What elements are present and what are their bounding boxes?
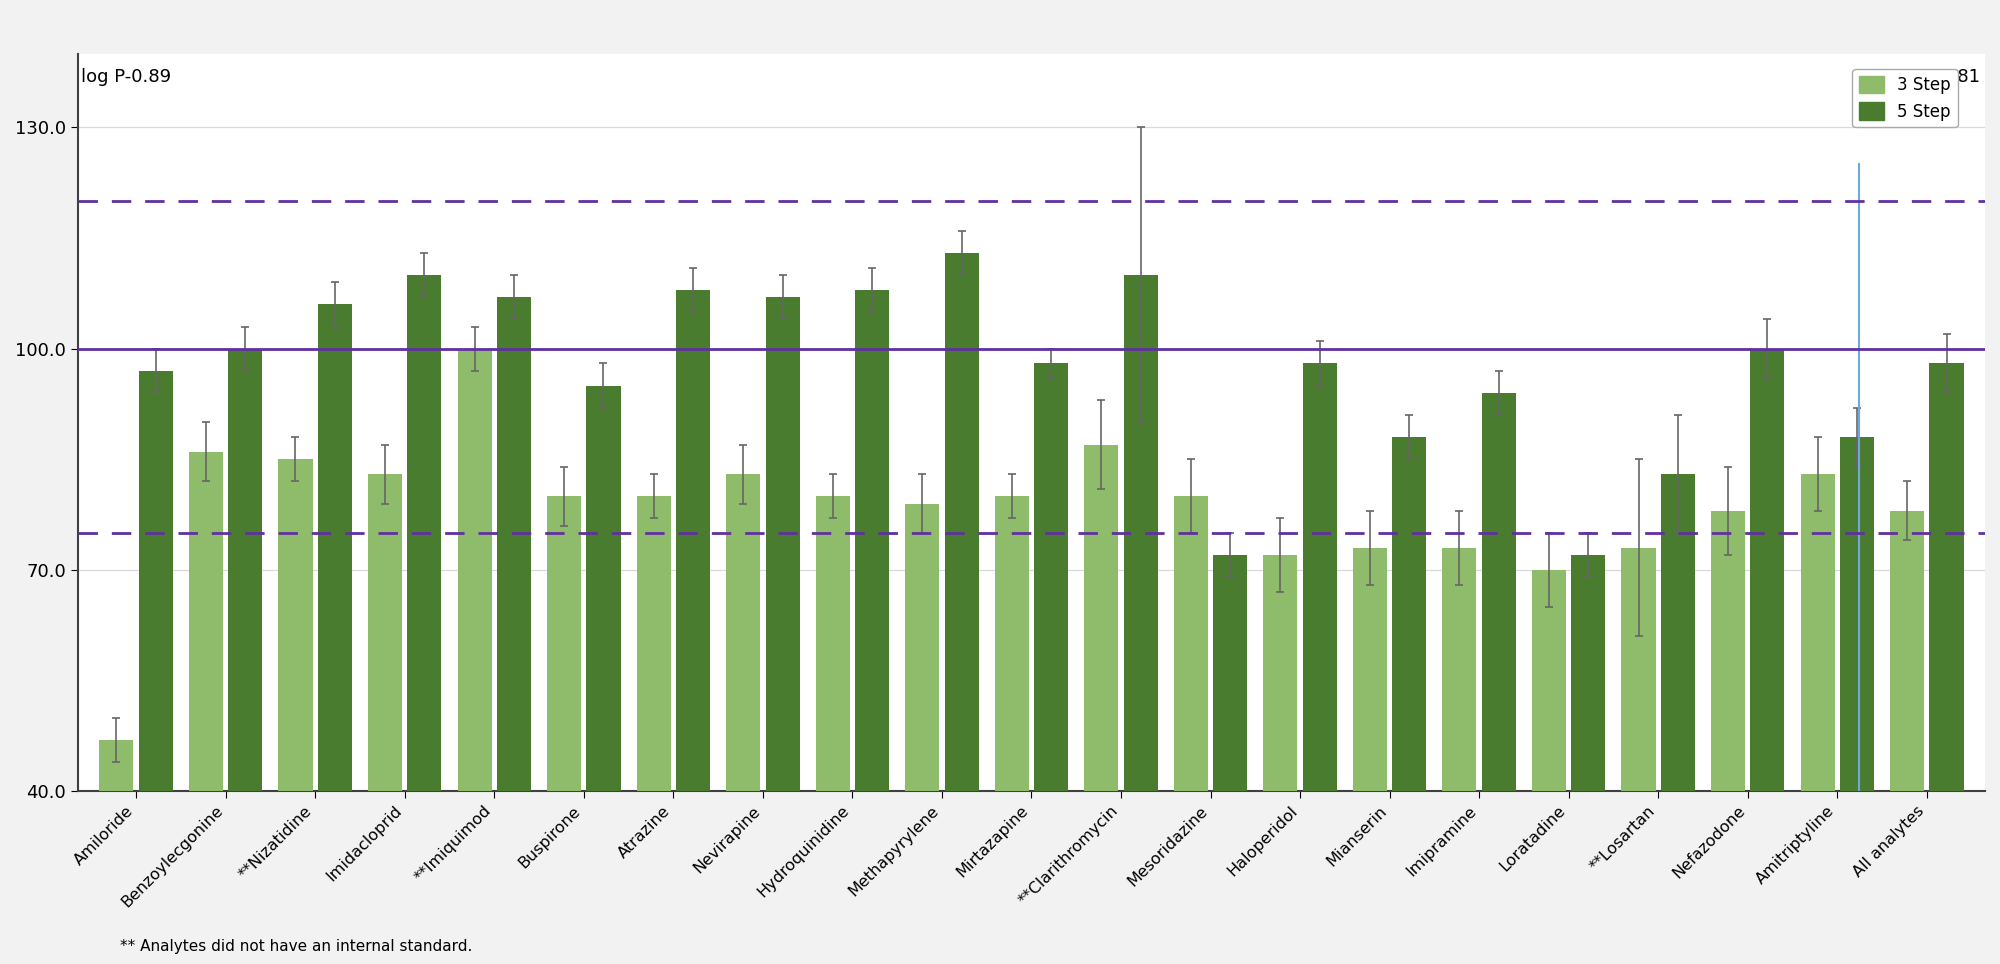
Bar [1302,363,1336,791]
Bar [1264,555,1298,791]
Bar [994,496,1028,791]
Bar [1174,496,1208,791]
Bar [228,349,262,791]
Bar [1442,548,1476,791]
Bar [1840,438,1874,791]
Bar [1532,570,1566,791]
Bar [1622,548,1656,791]
Bar [636,496,670,791]
Text: 4.81: 4.81 [1940,68,1980,87]
Bar [1034,363,1068,791]
Bar [1890,511,1924,791]
Bar [100,739,134,791]
Bar [1482,393,1516,791]
Bar [318,305,352,791]
Bar [1660,474,1694,791]
Legend: 3 Step, 5 Step: 3 Step, 5 Step [1852,69,1958,127]
Bar [1572,555,1606,791]
Text: ** Analytes did not have an internal standard.: ** Analytes did not have an internal sta… [120,939,472,954]
Bar [408,275,442,791]
Bar [816,496,850,791]
Bar [496,297,530,791]
Bar [1352,548,1386,791]
Bar [458,349,492,791]
Text: log P-0.89: log P-0.89 [80,68,170,87]
Bar [1392,438,1426,791]
Bar [1930,363,1964,791]
Bar [138,371,172,791]
Bar [368,474,402,791]
Bar [766,297,800,791]
Bar [944,253,978,791]
Bar [856,289,890,791]
Bar [906,503,940,791]
Bar [1084,444,1118,791]
Bar [188,452,222,791]
Bar [676,289,710,791]
Bar [1750,349,1784,791]
Bar [1124,275,1158,791]
Bar [1800,474,1834,791]
Bar [278,459,312,791]
Bar [1712,511,1746,791]
Bar [726,474,760,791]
Bar [548,496,582,791]
Bar [1214,555,1248,791]
Bar [586,386,620,791]
